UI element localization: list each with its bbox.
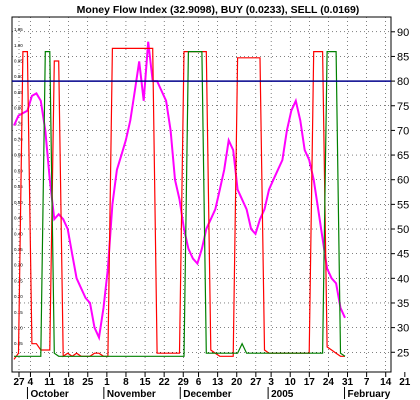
right-tick-label: 30: [397, 323, 409, 335]
plot-frame: [11, 16, 392, 373]
series-lines: [13, 41, 346, 360]
right-tick-label: 50: [397, 224, 409, 236]
x-tick-label: 10: [285, 377, 297, 388]
left-tick-label: 0.80: [14, 106, 23, 111]
left-tick-label: 0.25: [14, 278, 23, 283]
right-tick-label: 40: [397, 273, 409, 285]
right-tick-label: 35: [397, 298, 409, 310]
left-tick-label: 0.35: [14, 247, 23, 252]
month-label: 2005: [271, 389, 294, 400]
left-tick-label: 0.20: [14, 294, 23, 299]
left-tick-label: 0.90: [14, 74, 23, 79]
left-tick-label: 0.85: [14, 90, 23, 95]
x-tick-label: 8: [123, 377, 129, 388]
x-tick-label: 18: [63, 377, 75, 388]
left-tick-label: 0.60: [14, 168, 23, 173]
month-label: October: [30, 389, 68, 400]
x-tick-label: 13: [212, 377, 224, 388]
x-tick-label: 4: [28, 377, 34, 388]
x-tick-label: 15: [139, 377, 151, 388]
left-axis: 0.050.100.150.200.250.300.350.400.450.50…: [14, 27, 23, 346]
right-tick-label: 60: [397, 175, 409, 187]
x-tick-label: 14: [380, 377, 392, 388]
right-tick-label: 80: [397, 76, 409, 88]
x-tick-label: 1: [104, 377, 110, 388]
x-tick-label: 24: [323, 377, 335, 388]
left-tick-label: 0.95: [14, 58, 23, 63]
right-tick-label: 25: [397, 347, 409, 359]
x-tick-label: 22: [159, 377, 171, 388]
left-tick-label: 0.40: [14, 231, 23, 236]
right-axis: 25 30 35 40 45 50 55 60 65 70 75 80 85 90: [391, 27, 409, 359]
left-tick-label: 0.75: [14, 121, 23, 126]
x-tick-label: 25: [82, 377, 94, 388]
x-tick-label: 11: [44, 377, 55, 388]
left-tick-label: 0.30: [14, 263, 23, 268]
x-tick-label: 6: [196, 377, 202, 388]
right-tick-label: 90: [397, 27, 409, 39]
x-tick-label: 17: [304, 377, 316, 388]
right-tick-label: 45: [397, 249, 409, 261]
left-tick-label: 0.50: [14, 200, 23, 205]
x-tick-label: 29: [178, 377, 190, 388]
left-tick-label: 0.55: [14, 184, 23, 189]
x-tick-label: 27: [13, 377, 25, 388]
left-tick-label: 0.70: [14, 137, 23, 142]
right-tick-label: 55: [397, 199, 409, 211]
series-line-0: [13, 41, 346, 341]
x-tick-label: 3: [268, 377, 274, 388]
x-tick-label: 27: [250, 377, 262, 388]
right-tick-label: 65: [397, 150, 409, 162]
x-axis: 27 4 11 18 25 1 8 15 22 29 6 13 20 27 3 10 17 24 31 7 14 21Oc…: [13, 372, 411, 400]
chart-title: Money Flow Index (32.9098), BUY (0.0233)…: [77, 4, 360, 16]
left-tick-label: 1.00: [14, 43, 23, 48]
month-label: December: [183, 389, 231, 400]
x-tick-label: 7: [364, 377, 370, 388]
left-tick-label: 0.65: [14, 153, 23, 158]
left-tick-label: 1.05: [14, 27, 23, 32]
right-tick-label: 85: [397, 51, 409, 63]
month-label: November: [107, 389, 156, 400]
right-tick-label: 75: [397, 101, 409, 113]
right-tick-label: 70: [397, 125, 409, 137]
series-line-2: [14, 50, 346, 357]
x-tick-label: 21: [399, 377, 411, 388]
x-tick-label: 20: [231, 377, 243, 388]
left-tick-label: 0.45: [14, 216, 23, 221]
x-tick-label: 31: [342, 377, 354, 388]
month-label: February: [348, 389, 391, 400]
